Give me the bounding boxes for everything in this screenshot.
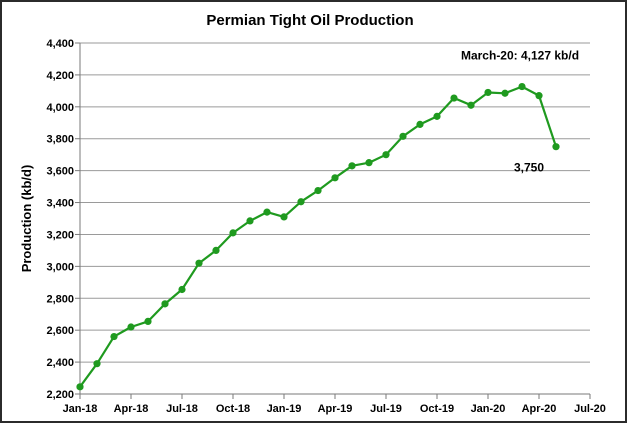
data-point bbox=[552, 143, 560, 151]
x-tick-label: Jul-20 bbox=[574, 403, 606, 415]
x-tick-label: Jul-18 bbox=[166, 403, 198, 415]
y-tick-label: 2,400 bbox=[46, 357, 74, 369]
y-tick-label: 3,400 bbox=[46, 198, 74, 210]
annotation-label: March-20: 4,127 kb/d bbox=[461, 49, 579, 63]
x-tick-label: Jan-18 bbox=[63, 403, 98, 415]
y-tick-label: 3,200 bbox=[46, 229, 74, 241]
series-line bbox=[79, 85, 558, 388]
y-tick-label: 4,400 bbox=[46, 38, 74, 50]
data-point bbox=[348, 162, 356, 170]
data-point bbox=[416, 120, 424, 128]
x-tick-label: Jan-19 bbox=[267, 403, 302, 415]
data-point bbox=[382, 151, 390, 159]
data-point bbox=[314, 186, 322, 195]
annotations: March-20: 4,127 kb/d 3,750 bbox=[461, 49, 579, 175]
data-point bbox=[229, 229, 237, 237]
x-tick-label: Oct-18 bbox=[216, 403, 250, 415]
y-tick-label: 2,800 bbox=[46, 293, 74, 305]
axes bbox=[75, 42, 591, 399]
data-point bbox=[161, 300, 169, 308]
x-tick-label: Oct-19 bbox=[420, 403, 454, 415]
data-point bbox=[501, 89, 509, 97]
data-point bbox=[467, 101, 475, 109]
data-point bbox=[450, 94, 458, 102]
x-tick-label: Jul-19 bbox=[370, 403, 402, 415]
series-production bbox=[76, 82, 560, 391]
y-tick-label: 4,000 bbox=[46, 102, 74, 114]
data-point bbox=[518, 82, 526, 91]
x-tick-label: Apr-18 bbox=[114, 403, 149, 415]
y-tick-label: 3,000 bbox=[46, 261, 74, 273]
data-point bbox=[263, 208, 271, 216]
y-tick-label: 3,600 bbox=[46, 166, 74, 178]
annotation-label: 3,750 bbox=[514, 161, 544, 175]
y-axis-label: Production (kb/d) bbox=[19, 165, 34, 273]
data-point bbox=[331, 174, 339, 182]
data-point bbox=[280, 213, 288, 221]
gridlines bbox=[80, 42, 590, 363]
y-tick-label: 2,600 bbox=[46, 325, 74, 337]
data-point bbox=[144, 317, 152, 326]
data-point bbox=[76, 383, 84, 391]
data-point bbox=[110, 332, 118, 341]
data-point bbox=[297, 198, 305, 206]
x-tick-label: Jan-20 bbox=[471, 403, 506, 415]
data-point bbox=[93, 360, 101, 368]
x-tick-label: Apr-20 bbox=[522, 403, 557, 415]
data-point bbox=[399, 132, 407, 140]
y-tick-labels: 2,200 2,400 2,600 2,800 3,000 3,200 3,400 3,600… bbox=[46, 38, 74, 401]
x-tick-labels: Jan-18 Apr-18 Jul-18 Oct-18 Jan-19 Apr-19 Jul-… bbox=[63, 403, 606, 415]
data-point bbox=[212, 246, 220, 255]
data-point bbox=[178, 285, 186, 294]
y-tick-label: 2,200 bbox=[46, 389, 74, 401]
x-tick-label: Apr-19 bbox=[318, 403, 353, 415]
data-point bbox=[433, 112, 441, 120]
y-tick-label: 3,800 bbox=[46, 134, 74, 146]
data-point bbox=[195, 259, 203, 267]
data-point bbox=[535, 92, 543, 100]
chart-title: Permian Tight Oil Production bbox=[206, 12, 413, 29]
data-point bbox=[365, 159, 373, 167]
y-tick-label: 4,200 bbox=[46, 70, 74, 82]
data-point bbox=[127, 323, 135, 331]
data-point bbox=[484, 88, 492, 97]
data-point bbox=[246, 217, 254, 225]
